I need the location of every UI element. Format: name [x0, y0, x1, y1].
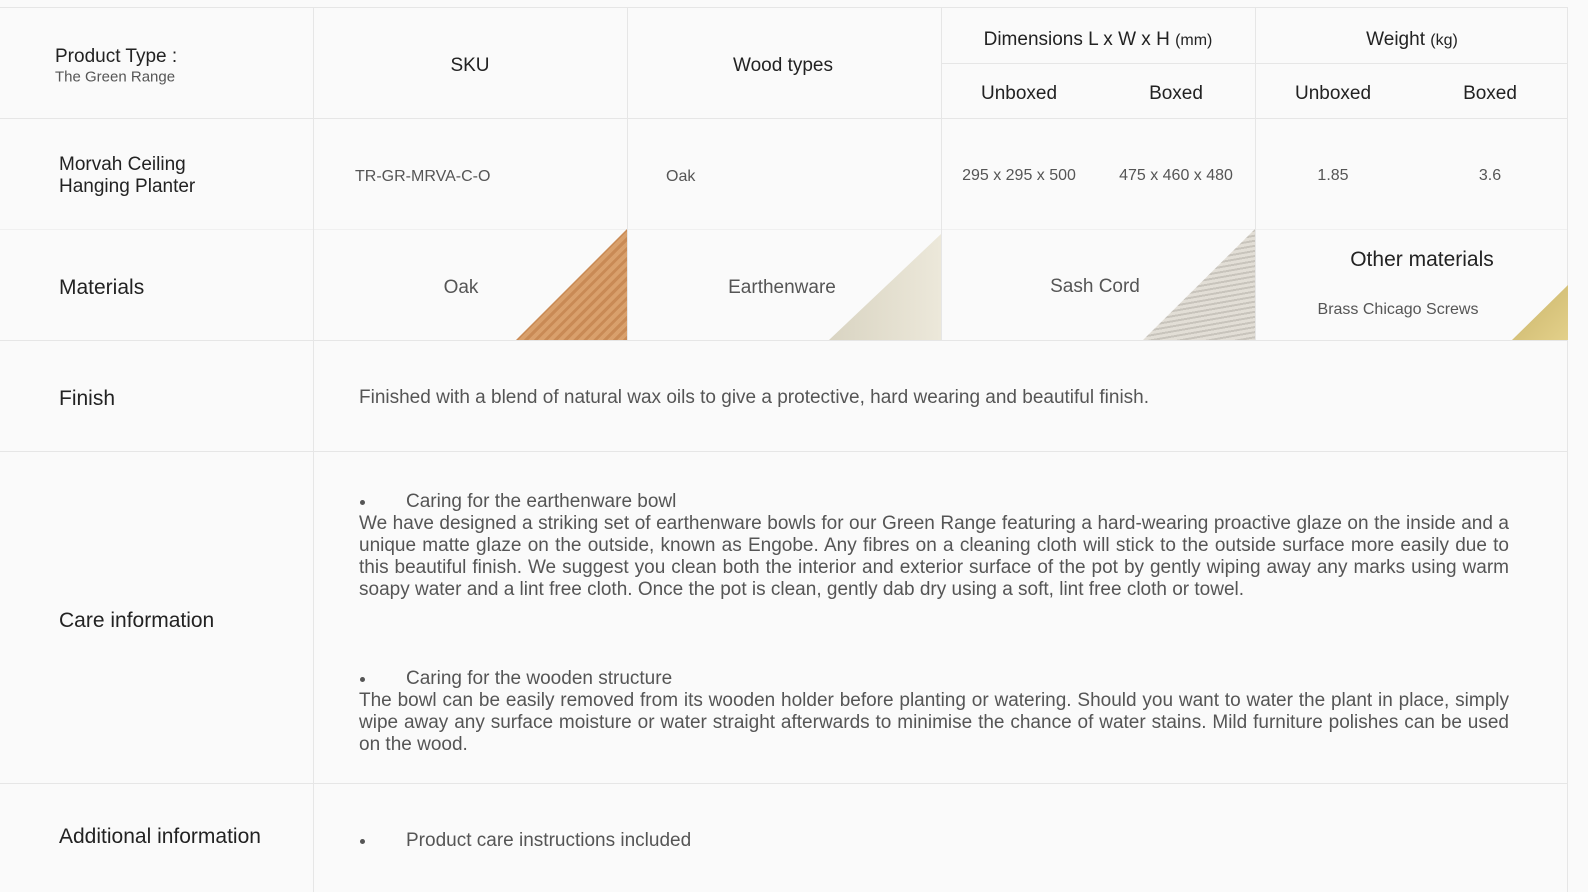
bullet [360, 839, 365, 844]
care-heading: Caring for the earthenware bowl [406, 491, 677, 512]
care-text: The bowl can be easily removed from its … [359, 690, 1509, 755]
care-heading: Caring for the wooden structure [406, 668, 673, 689]
subheader: Boxed [1463, 83, 1517, 104]
rule [0, 7, 1568, 8]
row-label: Materials [59, 276, 145, 299]
header-value: The Green Range [55, 68, 176, 86]
rule [941, 63, 1568, 64]
additional-item: Product care instructions included [406, 830, 692, 851]
subheader: Boxed [1149, 83, 1203, 104]
product-name: Morvah Ceiling Hanging Planter [59, 154, 196, 197]
rule [941, 7, 942, 340]
header-unit: (mm) [1175, 32, 1213, 49]
header-cell: Dimensions L x W x H (mm) [984, 29, 1213, 51]
weight: 1.85 [1317, 167, 1349, 184]
header-cell: Wood types [733, 55, 833, 76]
care-text: We have designed a striking set of earth… [359, 513, 1509, 600]
rule [0, 118, 1568, 119]
header-label: Product Type : [55, 46, 178, 67]
bullet [360, 677, 365, 682]
dimension: 295 x 295 x 500 [962, 167, 1076, 184]
weight: 3.6 [1478, 167, 1502, 184]
rule [0, 229, 1568, 230]
other-materials-text: Brass Chicago Screws [1317, 301, 1479, 318]
rule [1567, 7, 1568, 892]
row-label: Care information [59, 609, 215, 632]
material: Earthenware [728, 277, 836, 298]
other-materials-title: Other materials [1350, 248, 1494, 271]
material: Oak [443, 277, 479, 298]
rule [0, 783, 1568, 784]
header-text: Weight [1366, 29, 1425, 50]
rule [0, 340, 1568, 341]
finish-text: Finished with a blend of natural wax oil… [359, 387, 1150, 408]
header-text: Dimensions L x W x H [983, 29, 1170, 50]
rule [1255, 7, 1256, 340]
rule [0, 451, 1568, 452]
oak-swatch [516, 229, 627, 340]
brass-swatch [1512, 285, 1568, 340]
sash-cord-swatch [1143, 229, 1255, 340]
product-wood: Oak [666, 168, 696, 185]
material: Sash Cord [1050, 276, 1140, 297]
subheader: Unboxed [1294, 83, 1372, 104]
header-cell: Weight (kg) [1366, 29, 1458, 51]
row-label: Additional information [59, 825, 261, 848]
dimension: 475 x 460 x 480 [1119, 167, 1233, 184]
header-cell: SKU [450, 55, 490, 76]
row-label: Finish [59, 387, 116, 410]
header-unit: (kg) [1430, 32, 1458, 49]
bullet [360, 500, 365, 505]
subheader: Unboxed [980, 83, 1058, 104]
rule [627, 7, 628, 340]
earthenware-swatch [829, 234, 941, 340]
product-sku: TR-GR-MRVA-C-O [355, 168, 491, 185]
rule [313, 7, 314, 892]
